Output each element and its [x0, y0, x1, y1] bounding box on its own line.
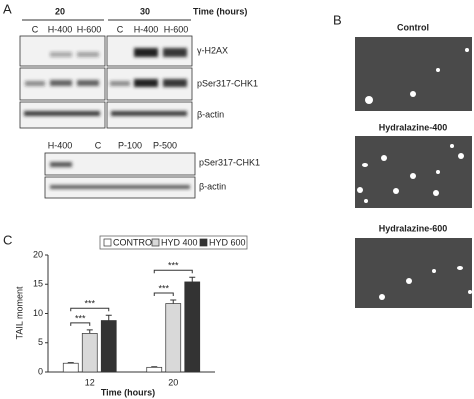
y-tick-label: 5 [38, 337, 43, 347]
image-label: Hydralazine-600 [379, 223, 448, 233]
bar [62, 362, 79, 373]
blot [19, 35, 193, 129]
lane-label: H-400 [48, 24, 73, 34]
error-bar [86, 329, 93, 334]
x-axis-label: Time (hours) [101, 387, 155, 397]
bar [184, 281, 201, 373]
bar [100, 320, 117, 373]
significance-label: *** [84, 299, 95, 309]
y-tick-label: 20 [33, 249, 43, 259]
lane-label: H-400 [48, 140, 73, 150]
lane-label: P-100 [118, 140, 142, 150]
x-tick-label: 12 [85, 377, 95, 387]
legend-swatch [103, 238, 112, 247]
error-bar [189, 276, 196, 282]
significance-bracket [153, 292, 174, 297]
y-axis-label: TAIL moment [14, 286, 24, 340]
legend-label: CONTROL [113, 237, 157, 247]
micrograph [355, 37, 472, 111]
significance-bracket [153, 269, 193, 274]
lane-label: H-600 [164, 24, 189, 34]
legend-label: HYD 600 [209, 237, 246, 247]
significance-label: *** [168, 261, 179, 271]
error-bar [170, 299, 177, 304]
row-label: β-actin [197, 109, 224, 119]
significance-bracket [70, 307, 110, 312]
legend [99, 235, 248, 250]
y-tick-label: 0 [38, 366, 43, 376]
legend-label: HYD 400 [161, 237, 198, 247]
lane-label: H-600 [77, 24, 102, 34]
image-label: Hydralazine-400 [379, 122, 448, 132]
lane-label: C [117, 24, 124, 34]
lane-label: H-400 [134, 24, 159, 34]
row-label: γ-H2AX [197, 45, 228, 55]
error-bar [105, 314, 112, 321]
time-point: 20 [55, 6, 65, 16]
time-unit: Time (hours) [193, 6, 247, 16]
blot [44, 152, 196, 199]
time-point: 30 [140, 6, 150, 16]
y-tick-label: 15 [33, 279, 43, 289]
bar-chart: TAIL moment Time (hours) [14, 235, 248, 397]
image-label: Control [397, 22, 429, 32]
lane-label: P-500 [153, 140, 177, 150]
legend-swatch [151, 238, 160, 247]
y-tick-label: 10 [33, 308, 43, 318]
row-label: β-actin [199, 181, 226, 191]
error-bar [151, 366, 158, 368]
row-label: pSer317-CHK1 [197, 78, 258, 88]
legend-swatch [199, 238, 208, 247]
bar [81, 333, 98, 373]
bar [146, 366, 163, 373]
micrograph [355, 136, 472, 208]
lane-label: C [95, 140, 102, 150]
micrograph [355, 238, 472, 308]
significance-label: *** [75, 313, 86, 323]
significance-bracket [70, 322, 91, 326]
lane-label: C [32, 24, 39, 34]
row-label: pSer317-CHK1 [199, 157, 260, 167]
panel-label: C [3, 232, 12, 247]
panel-label: A [3, 1, 12, 16]
significance-label: *** [158, 283, 169, 293]
x-tick-label: 20 [168, 377, 178, 387]
error-bar [67, 362, 74, 364]
panel-label: B [333, 12, 342, 27]
bar [165, 303, 182, 373]
